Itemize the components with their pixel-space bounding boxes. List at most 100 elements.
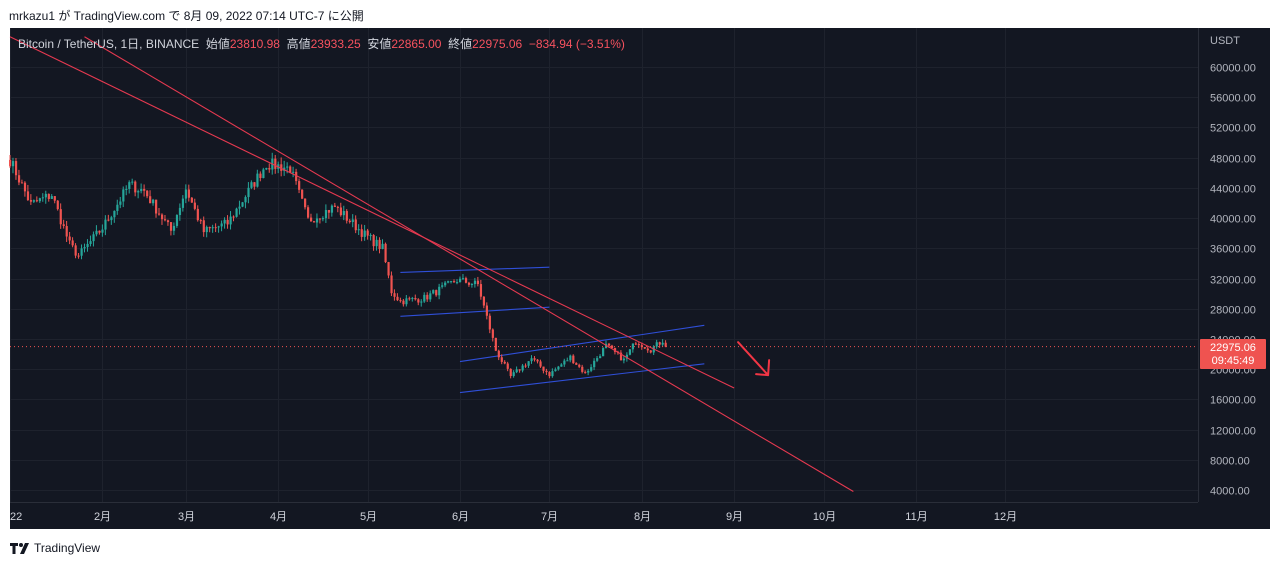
price-axis[interactable]: 60000.00 56000.00 52000.00 48000.00 44000.00… [1210, 63, 1256, 498]
candle [366, 228, 369, 240]
candle [402, 298, 405, 307]
time-tick-label: 12月 [994, 511, 1017, 523]
candle [119, 196, 122, 209]
candle [35, 196, 39, 203]
candle [399, 297, 402, 303]
high-value: 23933.25 [310, 37, 361, 51]
brand[interactable]: TradingView [10, 541, 100, 555]
candle [50, 194, 53, 200]
candle [438, 283, 441, 300]
price-tick-label: 48000.00 [1210, 154, 1256, 166]
candle [289, 165, 292, 174]
candle [187, 184, 190, 202]
candle [423, 292, 426, 303]
candle [461, 274, 465, 281]
candle [65, 220, 68, 242]
candle [420, 299, 423, 307]
channel-line[interactable] [459, 324, 705, 363]
channel-line[interactable] [400, 306, 550, 317]
candle [596, 356, 599, 363]
candle [158, 208, 161, 216]
candle [569, 354, 572, 363]
candle [152, 198, 155, 206]
candle [467, 281, 471, 287]
chart-area[interactable] [10, 28, 1270, 529]
publish-header: mrkazu1 が TradingView.com で 8月 09, 2022 … [0, 0, 1280, 28]
candle [295, 168, 298, 185]
candle [169, 222, 173, 236]
open-label: 始値 [205, 37, 230, 51]
candle [235, 207, 238, 218]
candle [587, 368, 590, 376]
channel-line[interactable] [459, 363, 705, 394]
time-axis[interactable]: 22 2月 3月 4月 5月 6月 7月 8月 9月 10月 11月 12月 [10, 511, 1017, 523]
candle [193, 198, 196, 211]
candle [268, 163, 271, 173]
candle [160, 213, 164, 225]
time-tick-label: 3月 [178, 511, 195, 523]
candle [283, 160, 286, 176]
down-arrow-icon[interactable] [737, 341, 771, 377]
symbol-title[interactable]: Bitcoin / TetherUS, 1日, BINANCE [18, 37, 200, 51]
candle [95, 225, 98, 237]
candle [485, 302, 488, 320]
candle [26, 184, 30, 202]
candle [414, 294, 417, 301]
candle [80, 244, 83, 260]
candle [637, 342, 640, 349]
price-tick-label: 12000.00 [1210, 426, 1256, 438]
time-tick-label: 22 [10, 511, 22, 523]
candle [301, 189, 304, 200]
candle [47, 193, 50, 202]
last-price-value: 22975.06 [1210, 342, 1256, 354]
candle [330, 204, 334, 217]
candle [223, 217, 226, 229]
candle [599, 354, 602, 359]
candle [184, 184, 188, 204]
trend-line[interactable] [84, 36, 854, 492]
candle [464, 276, 468, 284]
candle [494, 337, 497, 352]
candle [560, 363, 563, 367]
candle [524, 363, 527, 368]
candle [539, 359, 542, 368]
candle [661, 339, 664, 347]
candle [253, 182, 256, 190]
candle [74, 243, 77, 259]
candle [232, 215, 235, 222]
candle [59, 203, 62, 229]
candle [238, 200, 241, 215]
candle [512, 370, 515, 378]
candle [20, 179, 24, 184]
candle [381, 239, 384, 250]
candle [351, 214, 354, 228]
candle [348, 218, 351, 224]
candle [360, 224, 363, 242]
candle [307, 205, 310, 219]
currency-label: USDT [1210, 35, 1240, 47]
trend-line[interactable] [9, 36, 735, 389]
candle [265, 167, 268, 171]
candle [214, 223, 217, 233]
candle [503, 360, 506, 365]
candle [62, 219, 65, 229]
candle [229, 211, 232, 230]
time-tick-label: 11月 [905, 511, 927, 523]
candle [41, 193, 44, 202]
candle [250, 180, 253, 190]
candle [417, 298, 420, 306]
channel-line[interactable] [400, 266, 550, 274]
channel-lines[interactable] [400, 266, 705, 394]
trend-lines[interactable] [9, 36, 854, 492]
price-tick-label: 56000.00 [1210, 93, 1256, 105]
candle [542, 366, 545, 374]
candle [357, 224, 360, 235]
close-label: 終値 [448, 37, 473, 51]
candle [441, 282, 444, 289]
candle [262, 167, 265, 179]
candle [458, 276, 462, 283]
candle [369, 233, 372, 241]
low-value: 22865.00 [391, 37, 442, 51]
candle [101, 224, 104, 237]
